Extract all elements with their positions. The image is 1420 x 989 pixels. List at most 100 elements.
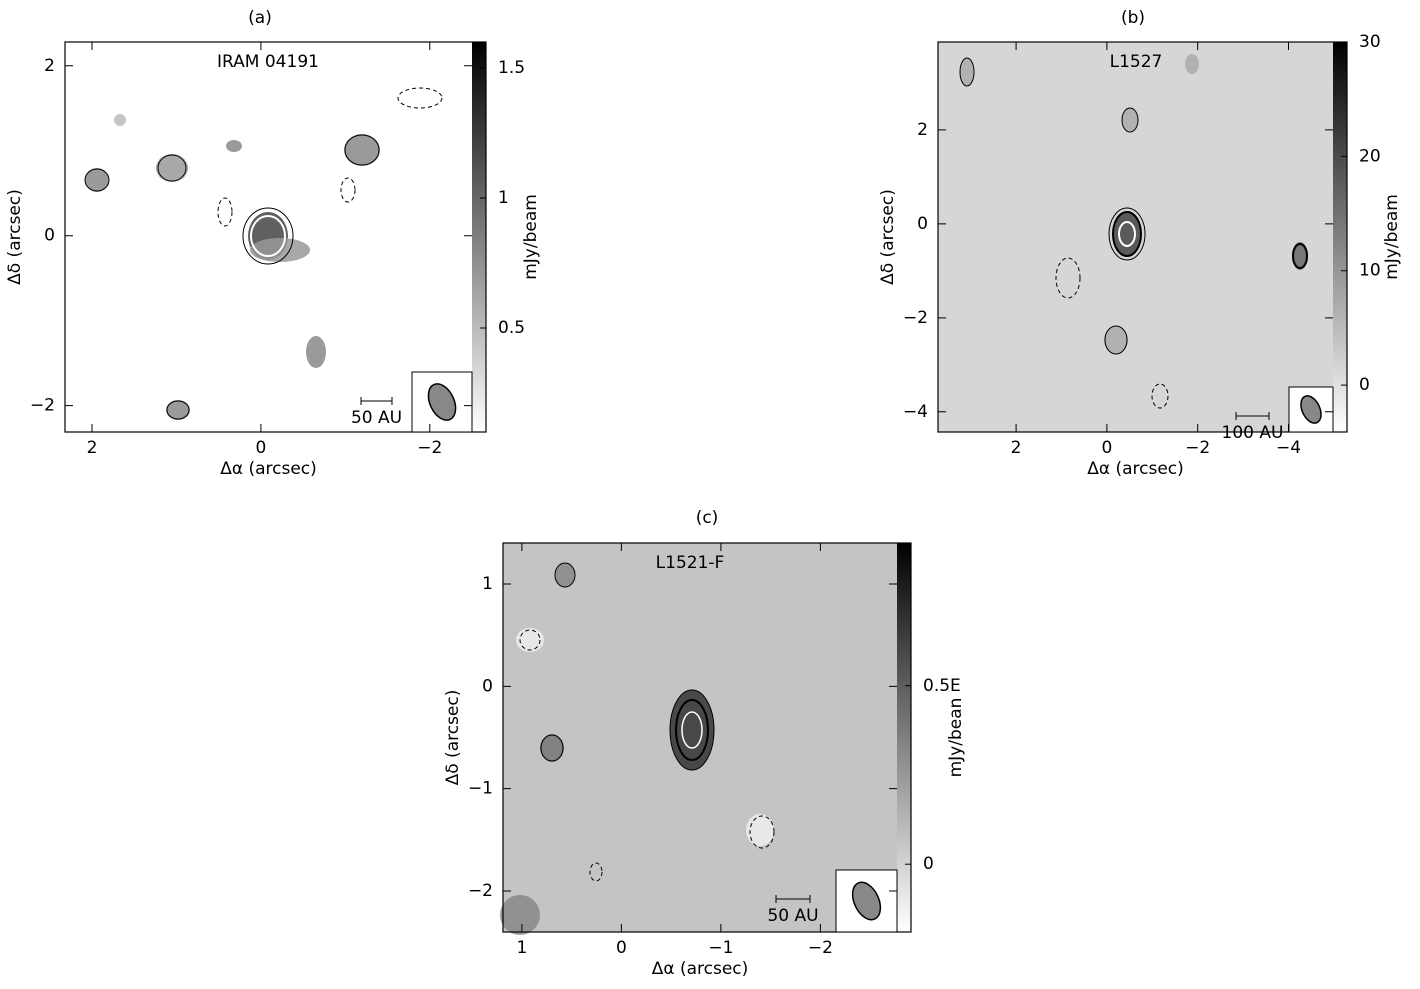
colorbar-tick-label: 0 [1359, 375, 1370, 395]
scale-bar-label: 50 AU [767, 906, 818, 926]
y-axis-label: Δδ (arcsec) [878, 189, 898, 285]
contour [166, 400, 190, 420]
map-title: L1521-F [656, 553, 725, 573]
y-tick-label: 0 [482, 676, 493, 696]
contour [1112, 211, 1142, 257]
colorbar-label: mJy/beam [1382, 194, 1402, 280]
frame [502, 542, 912, 933]
emission [960, 58, 974, 86]
contour [84, 168, 110, 192]
emission [540, 734, 564, 762]
map-title: L1527 [1110, 52, 1163, 72]
scale-bar [775, 895, 811, 903]
contour [1292, 243, 1308, 269]
contour [250, 215, 286, 257]
y-axis-label: Δδ (arcsec) [5, 189, 25, 285]
y-tick-label: −4 [903, 402, 928, 422]
colorbar [897, 543, 911, 932]
contour [681, 711, 703, 749]
colorbar [472, 42, 486, 432]
y-tick-label: −2 [903, 308, 928, 328]
emission [555, 563, 575, 587]
emission [1122, 108, 1138, 132]
colorbar-tick-label: 1 [498, 188, 509, 208]
y-tick-label: −2 [30, 396, 55, 416]
panel-label: (a) [248, 8, 272, 28]
frame [64, 41, 487, 433]
contour [157, 154, 187, 182]
emission [500, 895, 540, 935]
x-tick-label: −2 [808, 938, 833, 958]
scale-bar-label: 50 AU [351, 408, 402, 428]
emission [85, 168, 109, 192]
x-tick-label: 0 [616, 938, 627, 958]
beam-box [835, 869, 898, 933]
y-tick-label: 0 [44, 226, 55, 246]
beam [427, 383, 457, 421]
beam [851, 881, 882, 921]
contour [519, 629, 541, 651]
contour [340, 177, 356, 203]
emission [344, 134, 380, 166]
colorbar-tick-label: 20 [1359, 146, 1381, 166]
panel: 100 AU (b) L1527 Δα (arcsec) Δδ (arcsec) mJy/… [878, 8, 1402, 479]
y-tick-label: −2 [468, 881, 493, 901]
emission [516, 628, 544, 652]
beam [1300, 395, 1322, 424]
contour [217, 197, 233, 227]
colorbar-tick-label: 0.5E [923, 676, 961, 696]
contour [959, 57, 975, 87]
x-tick-label: 0 [255, 438, 266, 458]
x-tick-label: −2 [1185, 438, 1210, 458]
contour [554, 562, 576, 588]
contour [397, 87, 443, 109]
contour [669, 689, 715, 771]
frame [937, 41, 1348, 433]
contour [242, 207, 294, 265]
emission [1113, 212, 1141, 256]
contour [589, 862, 603, 882]
colorbar-tick-label: 0 [923, 854, 934, 874]
x-tick-label: 0 [1101, 438, 1112, 458]
panel: 50 AU (a) IRAM 04191 Δα (arcsec) Δδ (arcsec)… [5, 8, 541, 479]
y-tick-label: 1 [482, 574, 493, 594]
x-tick-label: 1 [516, 938, 527, 958]
emission [746, 814, 774, 846]
contour [344, 134, 380, 166]
x-tick-label: 2 [1011, 438, 1022, 458]
x-axis-label: Δα (arcsec) [1087, 459, 1184, 479]
contour [1118, 221, 1136, 247]
emission [1104, 326, 1128, 354]
contour [1121, 107, 1139, 133]
emission [1185, 54, 1199, 74]
colorbar-tick-label: 1.5 [498, 58, 525, 78]
scale-bar [1235, 412, 1270, 420]
emission [1292, 242, 1308, 270]
map-title: IRAM 04191 [217, 52, 319, 72]
contour [675, 699, 709, 761]
panel-label: (b) [1121, 8, 1145, 28]
y-tick-label: 2 [917, 120, 928, 140]
scale-bar [360, 397, 393, 405]
emission [226, 140, 242, 152]
scale-bar-label: 100 AU [1222, 423, 1284, 443]
x-tick-label: −2 [417, 438, 442, 458]
panel-label: (c) [696, 508, 719, 528]
panel: 50 AU (c) L1521-F Δα (arcsec) Δδ (arcsec) mJy… [443, 508, 966, 979]
contour [1055, 257, 1081, 299]
colorbar-tick-label: 0.5 [498, 318, 525, 338]
colorbar-label: mJy/beam [521, 194, 541, 280]
contour [1108, 207, 1146, 261]
emission [306, 336, 326, 368]
emission [156, 154, 188, 182]
colorbar-tick-label: 10 [1359, 261, 1381, 281]
x-axis-label: Δα (arcsec) [220, 459, 317, 479]
x-tick-label: −1 [708, 938, 733, 958]
contour [540, 734, 564, 762]
colorbar-tick-label: 30 [1359, 32, 1381, 52]
x-tick-label: −4 [1276, 438, 1301, 458]
x-axis-label: Δα (arcsec) [652, 959, 749, 979]
contour [1104, 325, 1128, 355]
emission [114, 114, 126, 126]
